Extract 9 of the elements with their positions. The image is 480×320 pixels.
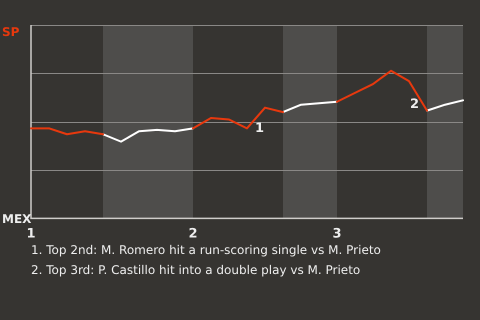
x-tick-label: 2 bbox=[188, 226, 198, 242]
annotation: 1 bbox=[255, 121, 264, 136]
text: 2. Top 3rd: P. Castillo hit into a double play vs M. Prieto bbox=[31, 262, 362, 279]
annotation: MEX bbox=[2, 212, 32, 226]
x-tick-label: 3 bbox=[332, 226, 342, 242]
annotation: 2 bbox=[410, 97, 420, 112]
text: 1. Top 2nd: M. Romero hit a run-scoring single vs M. Prieto bbox=[31, 242, 381, 259]
text: SP bbox=[2, 25, 20, 39]
x-tick-label: 1 bbox=[26, 226, 36, 242]
